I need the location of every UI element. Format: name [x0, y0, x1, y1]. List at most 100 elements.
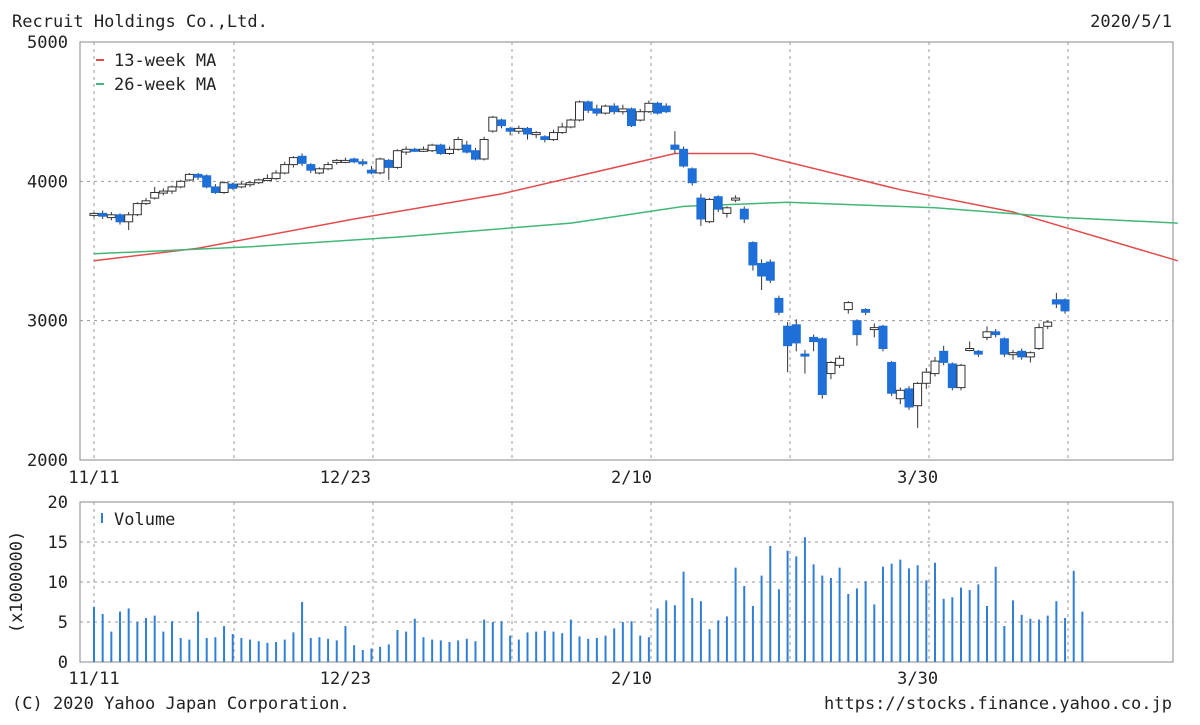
price-plot-frame [79, 41, 1174, 461]
price-xtick-label: 2/10 [611, 468, 652, 488]
candle-up [89, 212, 99, 216]
candle-down [297, 155, 307, 164]
volume-ytick-label: 5 [58, 613, 68, 633]
candle-down [687, 168, 697, 184]
candle-down [713, 196, 723, 210]
candle-up [427, 144, 437, 152]
candle-up [262, 178, 272, 181]
candle-down [973, 350, 983, 355]
volume-unit-label: (x1000000) [7, 531, 27, 633]
candle-up [132, 203, 142, 216]
candle-down [627, 108, 636, 127]
candle-up [1034, 327, 1044, 350]
copyright-text: (C) 2020 Yahoo Japan Corporation. [12, 694, 350, 714]
volume-ytick-label: 15 [48, 533, 68, 553]
candle-up [419, 148, 428, 152]
candle-down [228, 183, 238, 189]
candle-up [1043, 321, 1053, 327]
candle-down [739, 208, 749, 220]
candle-down [653, 102, 662, 114]
candle-down [696, 197, 706, 220]
candle-up [106, 214, 116, 219]
price-xtick-label: 3/30 [897, 468, 938, 488]
candle-down [878, 325, 888, 350]
candle-down [783, 325, 793, 347]
candle-down [765, 261, 775, 281]
candle-down [98, 212, 108, 217]
candle-up [271, 172, 281, 180]
volume-xtick-label: 11/11 [68, 669, 119, 689]
candle-up [236, 183, 246, 188]
candle-down [462, 144, 472, 153]
candle-down [817, 338, 827, 395]
candle-up [479, 139, 489, 160]
candle-down [497, 119, 506, 127]
source-url-link[interactable]: https://stocks.finance.yahoo.co.jp [824, 694, 1172, 714]
source-url-text[interactable]: https://stocks.finance.yahoo.co.jp [824, 694, 1172, 714]
candle-up [288, 157, 298, 166]
candle-down [384, 159, 394, 168]
candle-down [609, 105, 619, 113]
candle-down [505, 127, 515, 132]
candle-up [176, 180, 186, 188]
volume-xtick-label: 3/30 [897, 669, 938, 689]
candlesticks [89, 100, 1070, 428]
candle-up [401, 148, 411, 153]
candle-down [991, 331, 1001, 336]
volume-ytick-label: 0 [58, 653, 68, 673]
candle-down [436, 144, 446, 155]
candle-down [774, 297, 784, 313]
candle-down [540, 136, 550, 140]
candle-up [982, 331, 992, 338]
candle-up [843, 302, 853, 311]
candle-up [869, 327, 879, 331]
price-ytick-label: 3000 [27, 312, 68, 332]
candle-up [445, 148, 454, 155]
candle-down [939, 350, 949, 363]
candle-up [375, 158, 385, 174]
candle-down [193, 173, 203, 178]
candle-down [679, 148, 689, 167]
volume-xtick-label: 2/10 [611, 669, 652, 689]
candle-up [921, 371, 931, 384]
candle-up [601, 105, 610, 114]
candle-up [705, 198, 715, 223]
candle-down [306, 164, 316, 171]
candle-down [904, 388, 914, 408]
candle-down [358, 161, 368, 165]
candle-down [809, 336, 819, 343]
candle-down [852, 320, 862, 336]
ma26-line [93, 201, 1178, 255]
candle-up [219, 182, 229, 193]
price-ytick-label: 2000 [27, 451, 68, 471]
candle-up [340, 159, 350, 163]
volume-ytick-label: 10 [48, 573, 68, 593]
volume-ytick-label: 20 [48, 493, 68, 513]
legend-label: 26-week MA [114, 75, 216, 95]
price-ytick-label: 4000 [27, 172, 68, 192]
candle-up [280, 164, 290, 174]
legend-label: 13-week MA [114, 51, 216, 71]
candle-up [575, 101, 584, 121]
candle-up [557, 126, 567, 134]
candle-down [661, 105, 671, 113]
candle-down [999, 338, 1009, 355]
candle-down [670, 144, 680, 150]
candle-down [583, 101, 593, 111]
stock-name: Recruit Holdings Co.,Ltd. [12, 12, 268, 32]
candle-up [514, 127, 524, 132]
candle-up [488, 116, 498, 132]
candle-down [410, 148, 420, 152]
candle-up [453, 139, 463, 150]
candle-down [1017, 350, 1027, 358]
candle-down [791, 324, 801, 344]
chart-date: 2020/5/1 [1090, 12, 1172, 32]
candle-up [722, 207, 732, 214]
candle-down [523, 127, 532, 135]
candle-down [1060, 299, 1070, 312]
candle-up [913, 382, 923, 407]
volume-bars [93, 537, 1084, 662]
candle-up [956, 364, 966, 389]
chart-legend: 13-week MA 26-week MA Volume [96, 51, 216, 530]
moving-average-lines [93, 152, 1179, 262]
